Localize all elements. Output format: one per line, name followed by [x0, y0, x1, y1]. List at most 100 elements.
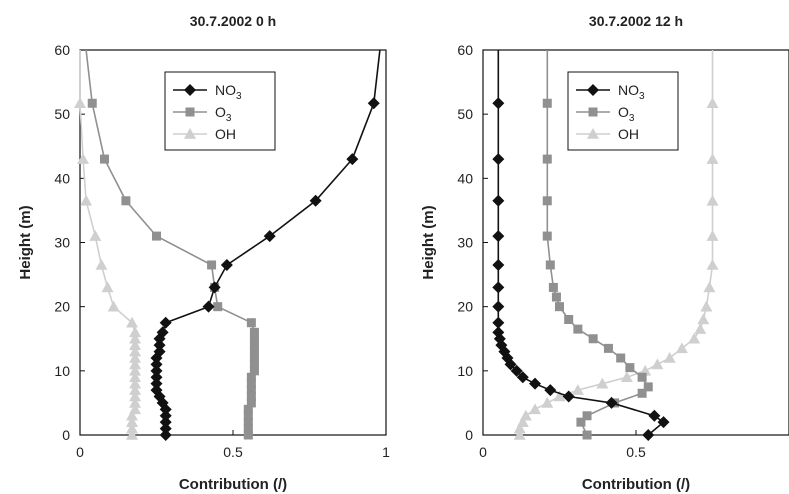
data-point: [246, 398, 256, 408]
y-axis-label: Height (m): [420, 205, 437, 279]
data-point: [126, 409, 139, 421]
data-point: [637, 388, 647, 398]
y-tick-label: 40: [54, 170, 70, 186]
data-point: [562, 390, 575, 403]
data-point: [367, 97, 380, 110]
data-point: [516, 371, 529, 384]
data-point: [89, 230, 102, 241]
data-point: [651, 358, 664, 370]
x-tick-label: 0.5: [626, 444, 646, 460]
legend-label: OH: [618, 126, 639, 142]
data-point: [564, 315, 574, 324]
data-point: [249, 366, 259, 376]
chart-title: 30.7.2002 12 h: [589, 13, 683, 29]
data-point: [126, 429, 139, 440]
data-point: [159, 409, 172, 422]
data-point: [208, 281, 221, 294]
data-point: [153, 339, 166, 352]
legend-marker: [587, 84, 599, 96]
data-point: [700, 300, 713, 312]
data-point: [616, 353, 626, 363]
data-point: [703, 281, 716, 293]
data-point: [706, 153, 719, 164]
data-point: [150, 364, 163, 377]
y-tick-label: 20: [457, 299, 473, 315]
y-tick-label: 10: [457, 363, 473, 379]
data-point: [159, 422, 172, 435]
chart-panel-2: 30.7.2002 12 h 0 10 20 30 40 50 60 0 0.5 Contribut…: [420, 13, 789, 493]
data-point: [706, 194, 719, 206]
y-axis-label: Height (m): [17, 205, 34, 279]
data-point: [542, 98, 552, 108]
data-point: [516, 416, 529, 427]
data-point: [129, 352, 142, 363]
data-point: [129, 358, 142, 370]
data-point: [74, 97, 86, 109]
data-point: [101, 281, 114, 293]
x-tick-label: 0.5: [223, 444, 243, 460]
data-point: [492, 281, 505, 294]
data-point: [243, 430, 253, 440]
data-point: [220, 258, 233, 271]
data-point: [246, 392, 256, 401]
data-point: [492, 326, 505, 339]
data-point: [544, 384, 557, 397]
data-point: [249, 340, 259, 350]
data-point: [126, 416, 139, 427]
legend-label: NO3: [618, 82, 645, 102]
data-point: [513, 429, 526, 440]
data-point: [706, 258, 719, 270]
data-point: [150, 371, 163, 384]
data-point: [129, 326, 142, 338]
data-point: [213, 302, 223, 312]
chart-panel-1: 30.7.2002 0 h 0 10 20 30 40 50 60 0 0.5 1 Contribut…: [17, 13, 390, 493]
legend-label: O3: [215, 104, 232, 124]
data-point: [129, 345, 142, 357]
data-point: [243, 404, 253, 414]
y-tick-label: 50: [54, 106, 70, 122]
data-point: [694, 323, 707, 334]
data-point: [126, 422, 139, 434]
data-point: [706, 97, 719, 109]
legend-box: [567, 71, 679, 151]
y-tick-label: 0: [465, 427, 473, 443]
data-point: [663, 352, 676, 363]
data-point: [603, 343, 613, 353]
data-point: [159, 416, 172, 429]
data-point: [129, 384, 142, 395]
x-axis-label: Contribution (/): [582, 476, 690, 493]
data-point: [129, 339, 142, 350]
data-point: [582, 411, 592, 421]
data-point: [551, 292, 561, 302]
data-point: [529, 403, 542, 415]
data-point: [309, 194, 322, 207]
data-point: [150, 384, 163, 397]
y-tick-label: 40: [457, 170, 473, 186]
data-point: [129, 364, 142, 376]
data-point: [706, 230, 719, 241]
data-point: [637, 372, 647, 382]
y-tick-label: 0: [62, 427, 70, 443]
legend-label: NO3: [215, 82, 242, 102]
series-line: [546, 50, 650, 436]
data-point: [246, 318, 256, 328]
series-o3: [542, 50, 653, 440]
data-point: [243, 424, 253, 434]
data-point: [121, 196, 131, 206]
data-point: [249, 334, 259, 344]
legend-box: [164, 71, 276, 151]
data-point: [159, 316, 172, 329]
x-tick-label: 0: [76, 444, 84, 460]
data-point: [246, 372, 256, 382]
legend-label: O3: [618, 104, 635, 124]
data-point: [642, 429, 655, 441]
data-point: [492, 230, 505, 243]
data-point: [620, 371, 633, 383]
data-point: [643, 382, 653, 392]
data-point: [129, 390, 142, 402]
data-point: [553, 390, 566, 402]
data-point: [492, 194, 505, 207]
data-point: [246, 379, 256, 389]
